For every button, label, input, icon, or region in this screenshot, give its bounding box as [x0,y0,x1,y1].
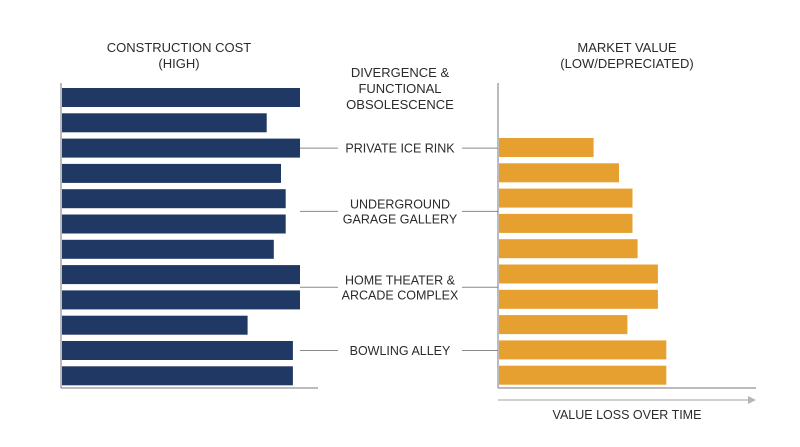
feature-label: BOWLING ALLEY [350,344,451,358]
construction-cost-bar [62,341,293,360]
construction-cost-bar [62,189,286,209]
construction-cost-bar [62,290,300,310]
market-value-bar [499,188,633,208]
right-title-line2: (LOW/DEPRECIATED) [560,56,693,71]
market-value-bar [499,138,594,157]
value-loss-arrow-head-icon [748,396,756,404]
center-title-line3: OBSOLESCENCE [346,97,454,112]
market-value-bar [499,213,633,233]
value-loss-label: VALUE LOSS OVER TIME [553,408,702,422]
construction-cost-bar [62,113,267,133]
market-value-bar [499,264,658,284]
market-value-bar [499,239,638,259]
left-title-line1: CONSTRUCTION COST [107,40,252,55]
construction-cost-bar [62,315,248,335]
construction-cost-bar [62,88,300,107]
construction-cost-bar [62,265,300,285]
feature-label: HOME THEATER & [345,273,456,287]
construction-cost-bar [62,214,286,234]
market-value-bar [499,163,619,183]
feature-label: ARCADE COMPLEX [342,288,459,302]
market-value-bar [499,289,658,309]
construction-cost-bar [62,239,274,259]
market-value-bar [499,315,628,335]
right-title-line1: MARKET VALUE [577,40,677,55]
center-title-line2: FUNCTIONAL [358,81,441,96]
construction-cost-bars [62,88,300,386]
construction-cost-bar [62,138,300,158]
left-title-line2: (HIGH) [158,56,199,71]
center-title-line1: DIVERGENCE & [351,65,450,80]
feature-label: UNDERGROUND [350,197,450,211]
construction-cost-bar [62,163,281,183]
market-value-bars [499,138,667,385]
market-value-bar [499,340,667,360]
market-value-bar [499,365,667,385]
feature-label: GARAGE GALLERY [343,212,458,226]
construction-cost-bar [62,366,293,386]
feature-label: PRIVATE ICE RINK [345,142,455,156]
